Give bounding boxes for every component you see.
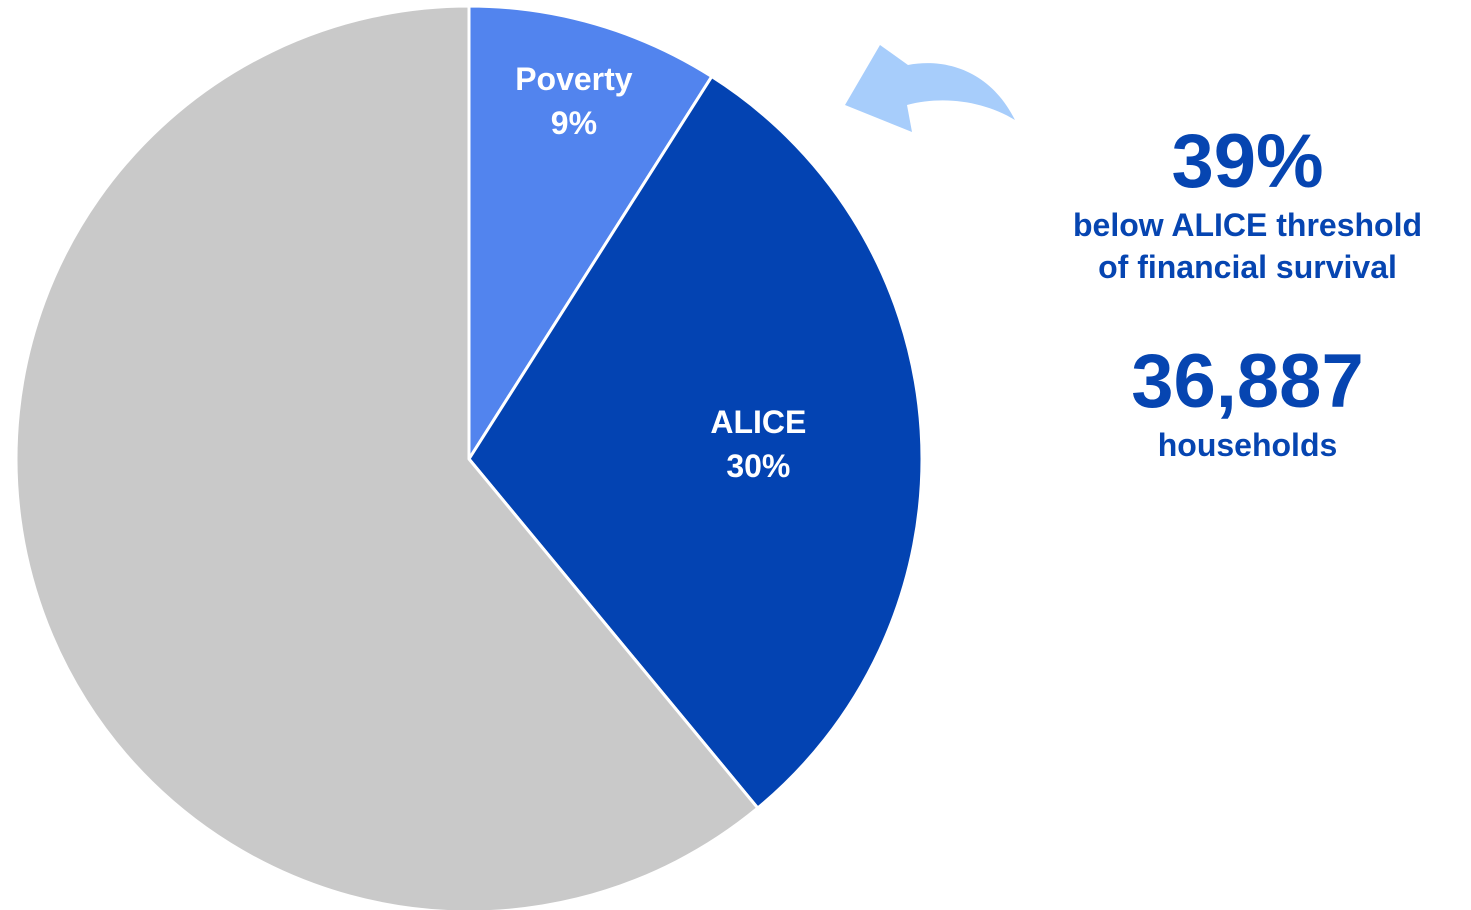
households-block: 36,887 households (1030, 340, 1465, 466)
curved-arrow-icon (845, 45, 1015, 132)
slice-value-alice: 30% (726, 448, 790, 484)
pie-slice-alice (467, 75, 924, 810)
pie-slices (14, 4, 924, 910)
pie-slice-poverty (467, 4, 714, 461)
households-caption: households (1157, 427, 1338, 463)
threshold-caption-line2: of financial survival (1098, 249, 1397, 285)
slice-label-poverty: Poverty (515, 61, 633, 97)
summary-panel: 39% below ALICE threshold of financial s… (1030, 120, 1465, 466)
slice-value-poverty: 9% (551, 105, 597, 141)
pie-labels: Poverty 9% ALICE 30% (515, 61, 806, 484)
alice-total-percent: 39% (1171, 119, 1324, 204)
slice-label-alice: ALICE (710, 404, 806, 440)
threshold-caption-line1: below ALICE threshold (1072, 207, 1423, 243)
households-count: 36,887 (1131, 339, 1364, 424)
